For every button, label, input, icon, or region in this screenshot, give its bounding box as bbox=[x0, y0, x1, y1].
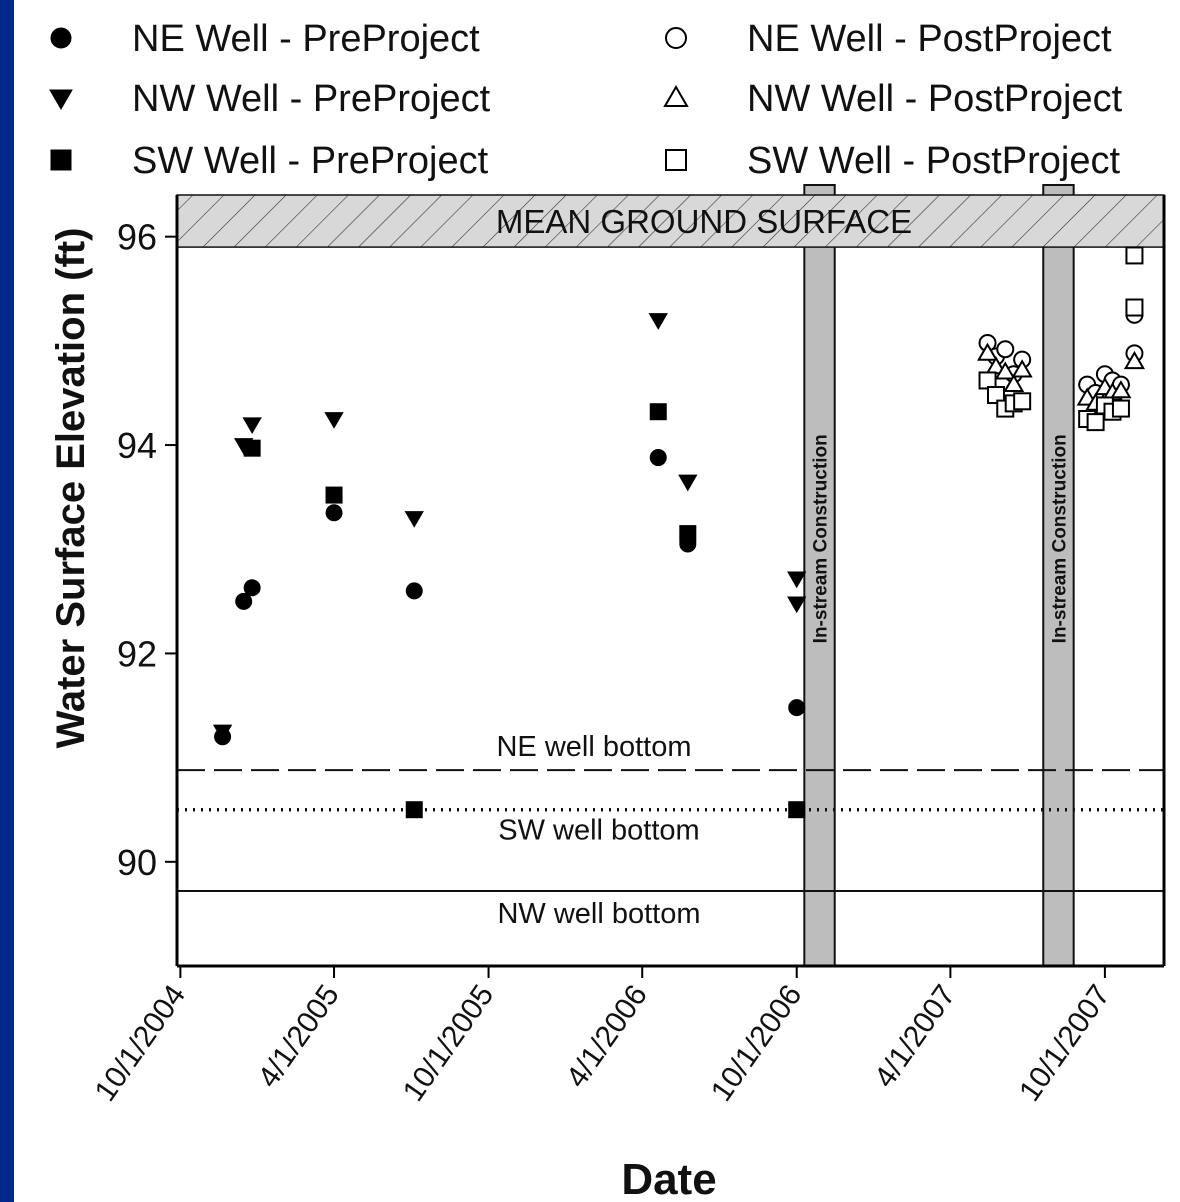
data-point bbox=[1013, 392, 1032, 411]
legend: NE Well - PreProject NE Well - PostProjec… bbox=[49, 18, 1123, 182]
data-point bbox=[648, 313, 668, 330]
legend-label: SW Well - PostProject bbox=[747, 140, 1120, 182]
y-tick-label: 94 bbox=[117, 425, 157, 466]
legend-marker bbox=[665, 149, 687, 171]
y-tick-label: 96 bbox=[117, 217, 157, 258]
data-point bbox=[996, 340, 1015, 359]
x-tick-label: 10/1/2007 bbox=[1013, 979, 1117, 1107]
legend-item: NE Well - PostProject bbox=[665, 18, 1112, 60]
data-point bbox=[986, 386, 1005, 405]
legend-label: NW Well - PostProject bbox=[747, 78, 1123, 120]
x-tick-label: 4/1/2006 bbox=[560, 979, 654, 1094]
construction-label: In-stream Construction bbox=[1049, 434, 1070, 643]
series bbox=[977, 342, 1145, 411]
data-point bbox=[1125, 246, 1144, 265]
y-tick-label: 90 bbox=[117, 842, 157, 883]
construction-band bbox=[803, 184, 836, 967]
reference-line-label: NW well bottom bbox=[497, 898, 700, 930]
chart-frame: NE Well - PreProject NE Well - PostProjec… bbox=[14, 0, 1180, 1202]
series bbox=[978, 246, 1144, 432]
x-tick-label: 10/1/2006 bbox=[705, 979, 809, 1107]
y-tick-label: 92 bbox=[117, 633, 157, 674]
legend-item: NW Well - PreProject bbox=[49, 78, 491, 120]
x-tick-label: 4/1/2005 bbox=[252, 979, 346, 1094]
data-point bbox=[787, 596, 807, 614]
reference-line-label: SW well bottom bbox=[498, 815, 699, 847]
data-point bbox=[977, 342, 999, 361]
y-axis-title: Water Surface Elevation (ft) bbox=[49, 228, 93, 749]
legend-marker bbox=[663, 85, 689, 107]
data-point bbox=[787, 571, 807, 589]
legend-item: NW Well - PostProject bbox=[663, 78, 1123, 120]
data-point bbox=[242, 417, 262, 435]
ground-surface-hatch bbox=[176, 194, 1165, 248]
legend-marker bbox=[665, 27, 687, 49]
data-point bbox=[243, 439, 261, 457]
x-axis-title: Date bbox=[621, 1155, 716, 1202]
legend-label: SW Well - PreProject bbox=[132, 140, 489, 182]
data-point bbox=[649, 449, 667, 467]
data-point bbox=[1110, 380, 1132, 399]
plot-background bbox=[177, 195, 1164, 966]
ground-surface-label: MEAN GROUND SURFACE bbox=[496, 203, 912, 240]
data-point bbox=[405, 582, 423, 600]
plot-area: In-stream Construction In-stream Construc… bbox=[176, 184, 1165, 967]
data-point bbox=[243, 579, 261, 597]
data-point bbox=[678, 474, 698, 492]
data-point bbox=[1125, 298, 1144, 317]
legend-marker bbox=[49, 89, 73, 110]
construction-label: In-stream Construction bbox=[811, 434, 832, 643]
data-point bbox=[788, 699, 806, 717]
data-point bbox=[1111, 399, 1130, 418]
legend-item: SW Well - PreProject bbox=[50, 140, 489, 182]
data-point bbox=[212, 724, 233, 742]
legend-label: NE Well - PreProject bbox=[132, 18, 480, 60]
data-point bbox=[994, 361, 1016, 380]
data-point bbox=[405, 801, 423, 819]
legend-item: NE Well - PreProject bbox=[50, 18, 480, 60]
legend-item: SW Well - PostProject bbox=[665, 140, 1120, 182]
data-point bbox=[324, 412, 344, 429]
legend-marker bbox=[50, 27, 72, 49]
reference-line-label: NE well bottom bbox=[496, 731, 691, 763]
x-tick-label: 4/1/2007 bbox=[868, 979, 962, 1094]
legend-label: NE Well - PostProject bbox=[747, 18, 1112, 60]
legend-marker bbox=[50, 149, 72, 171]
data-point bbox=[325, 486, 343, 504]
x-tick-label: 10/1/2005 bbox=[397, 979, 501, 1107]
data-point bbox=[788, 801, 806, 819]
data-point bbox=[1086, 413, 1105, 432]
x-tick-label: 10/1/2004 bbox=[89, 979, 193, 1107]
water-elevation-chart: NE Well - PreProject NE Well - PostProjec… bbox=[49, 18, 1166, 1202]
data-point bbox=[1123, 350, 1145, 370]
data-point bbox=[649, 403, 667, 421]
data-point bbox=[1003, 373, 1025, 393]
data-point bbox=[325, 504, 343, 522]
data-point bbox=[235, 592, 253, 610]
data-point bbox=[404, 511, 424, 528]
legend-label: NW Well - PreProject bbox=[132, 78, 491, 120]
data-point bbox=[1011, 359, 1033, 378]
series bbox=[243, 403, 806, 819]
data-point bbox=[679, 525, 697, 543]
